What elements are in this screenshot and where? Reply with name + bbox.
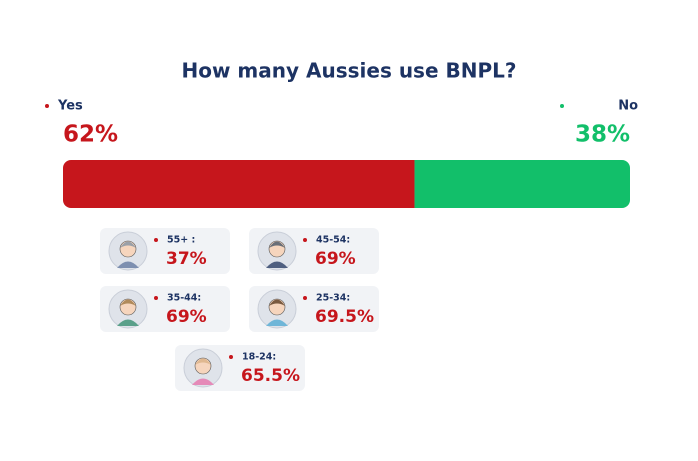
avatar-body [117,319,139,326]
avatar-hair [195,358,211,365]
bar-segment [414,160,630,208]
value-label: 38% [575,122,630,148]
age-value: 65.5% [241,366,300,386]
bar-segment [63,160,415,208]
age-value: 37% [166,249,207,269]
legend-bullet [45,104,49,108]
legend-label: No [618,99,638,114]
bar-group [63,160,630,208]
avatar-hair [120,299,136,306]
bullet [229,355,233,359]
age-value: 69.5% [315,307,374,327]
age-label: 45-54: [316,235,350,246]
legend-label: Yes [57,99,83,114]
legend-bullet [560,104,564,108]
avatar-hair [120,241,136,248]
bullet [154,238,158,242]
age-value: 69% [166,307,207,327]
bullet [303,296,307,300]
bullet [303,238,307,242]
age-label: 35-44: [167,293,201,304]
avatar-body [192,378,214,385]
avatar-body [117,261,139,268]
avatar-hair [269,241,285,248]
value-label: 62% [63,122,118,148]
avatar-hair [269,299,285,306]
avatar-body [266,261,288,268]
age-value: 69% [315,249,356,269]
age-label: 25-34: [316,293,350,304]
age-label: 18-24: [242,352,276,363]
age-label: 55+ : [167,235,195,246]
avatar-body [266,319,288,326]
bullet [154,296,158,300]
chart-title: How many Aussies use BNPL? [182,59,517,83]
